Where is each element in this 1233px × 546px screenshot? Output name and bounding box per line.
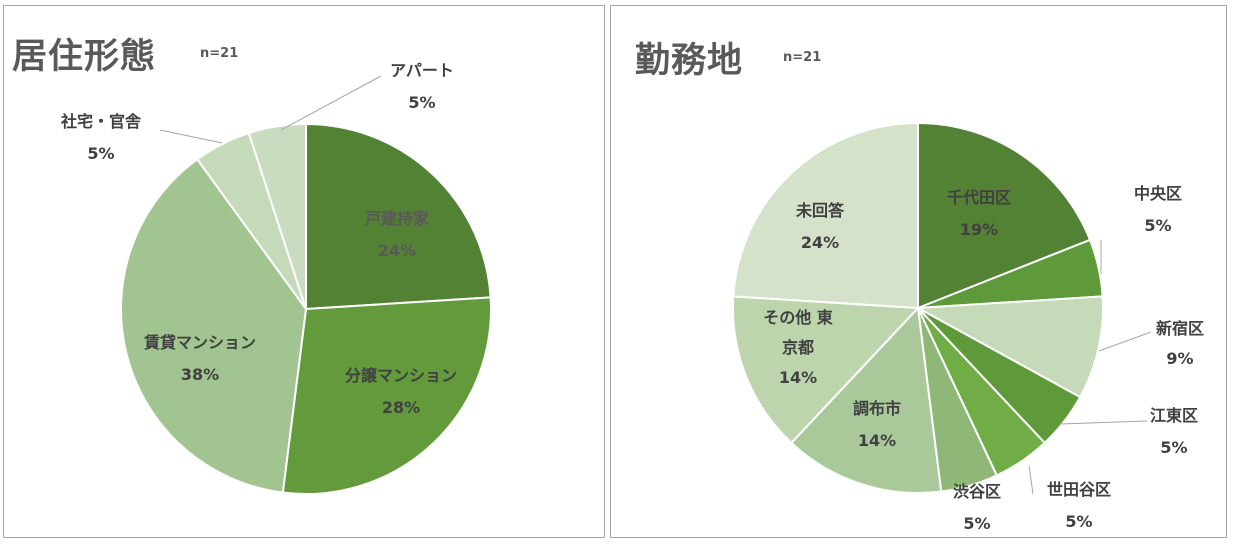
slice-label: 千代田区 19% [947, 188, 1011, 239]
pie-slice [732, 121, 919, 310]
pie-slice [281, 296, 492, 495]
leader-line [159, 129, 223, 144]
chart-title: 居住形態 [12, 37, 157, 77]
slice-label: 賃貸マンション 38% [143, 333, 256, 384]
pie-slice [789, 305, 943, 494]
pie-chart-workplace: 千代田区 19% 中央区 5% 新宿区 9% 江東区 5% 世田谷区 5% 渋谷区 5% 調布市 14% そ… [732, 121, 1204, 533]
pie-slice [247, 122, 307, 310]
slice-label: 渋谷区 5% [953, 482, 1001, 533]
slice-label: その他 東京都 14% [763, 308, 833, 387]
slice-label: 調布市 14% [853, 399, 901, 450]
leader-line [280, 75, 382, 131]
chart-title: 勤務地 [635, 41, 744, 81]
slice-label: アパート 5% [390, 61, 454, 112]
slice-label: 新宿区 9% [1156, 319, 1204, 368]
pie-slice [917, 121, 1092, 310]
slice-label: 社宅・官舎 5% [60, 112, 142, 163]
slice-label: 戸建持家 24% [365, 209, 430, 260]
slice-label: 世田谷区 5% [1047, 480, 1111, 531]
pie-chart-residence: 戸建持家 24% 分譲マンション 28% 賃貸マンション 38% 社宅・官舎 5% アパート 5% [60, 61, 492, 495]
slice-label: 中央区 5% [1134, 184, 1182, 235]
chart-panel-residence: 居住形態 n=21 戸建持家 24% 分譲マンション 28% 賃貸マンション 38% 社宅・… [3, 5, 605, 538]
chart-panel-workplace: 勤務地 n=21 千代田区 19% 中央区 5% 新宿区 9% 江東区 5% 世田谷区 5% 渋谷区… [610, 5, 1227, 538]
sample-size-label: n=21 [783, 50, 822, 65]
slice-label: 分譲マンション 28% [345, 366, 457, 417]
sample-size-label: n=21 [200, 46, 239, 61]
pie-slice [120, 157, 308, 494]
pie-slice [914, 295, 1104, 399]
leader-line [1028, 465, 1034, 495]
slice-label: 未回答 24% [795, 201, 845, 252]
pie-slice [305, 122, 492, 311]
pie-slice [732, 295, 921, 445]
slice-label: 江東区 5% [1150, 406, 1198, 457]
leader-line [1098, 331, 1152, 352]
leader-line [1059, 420, 1148, 425]
